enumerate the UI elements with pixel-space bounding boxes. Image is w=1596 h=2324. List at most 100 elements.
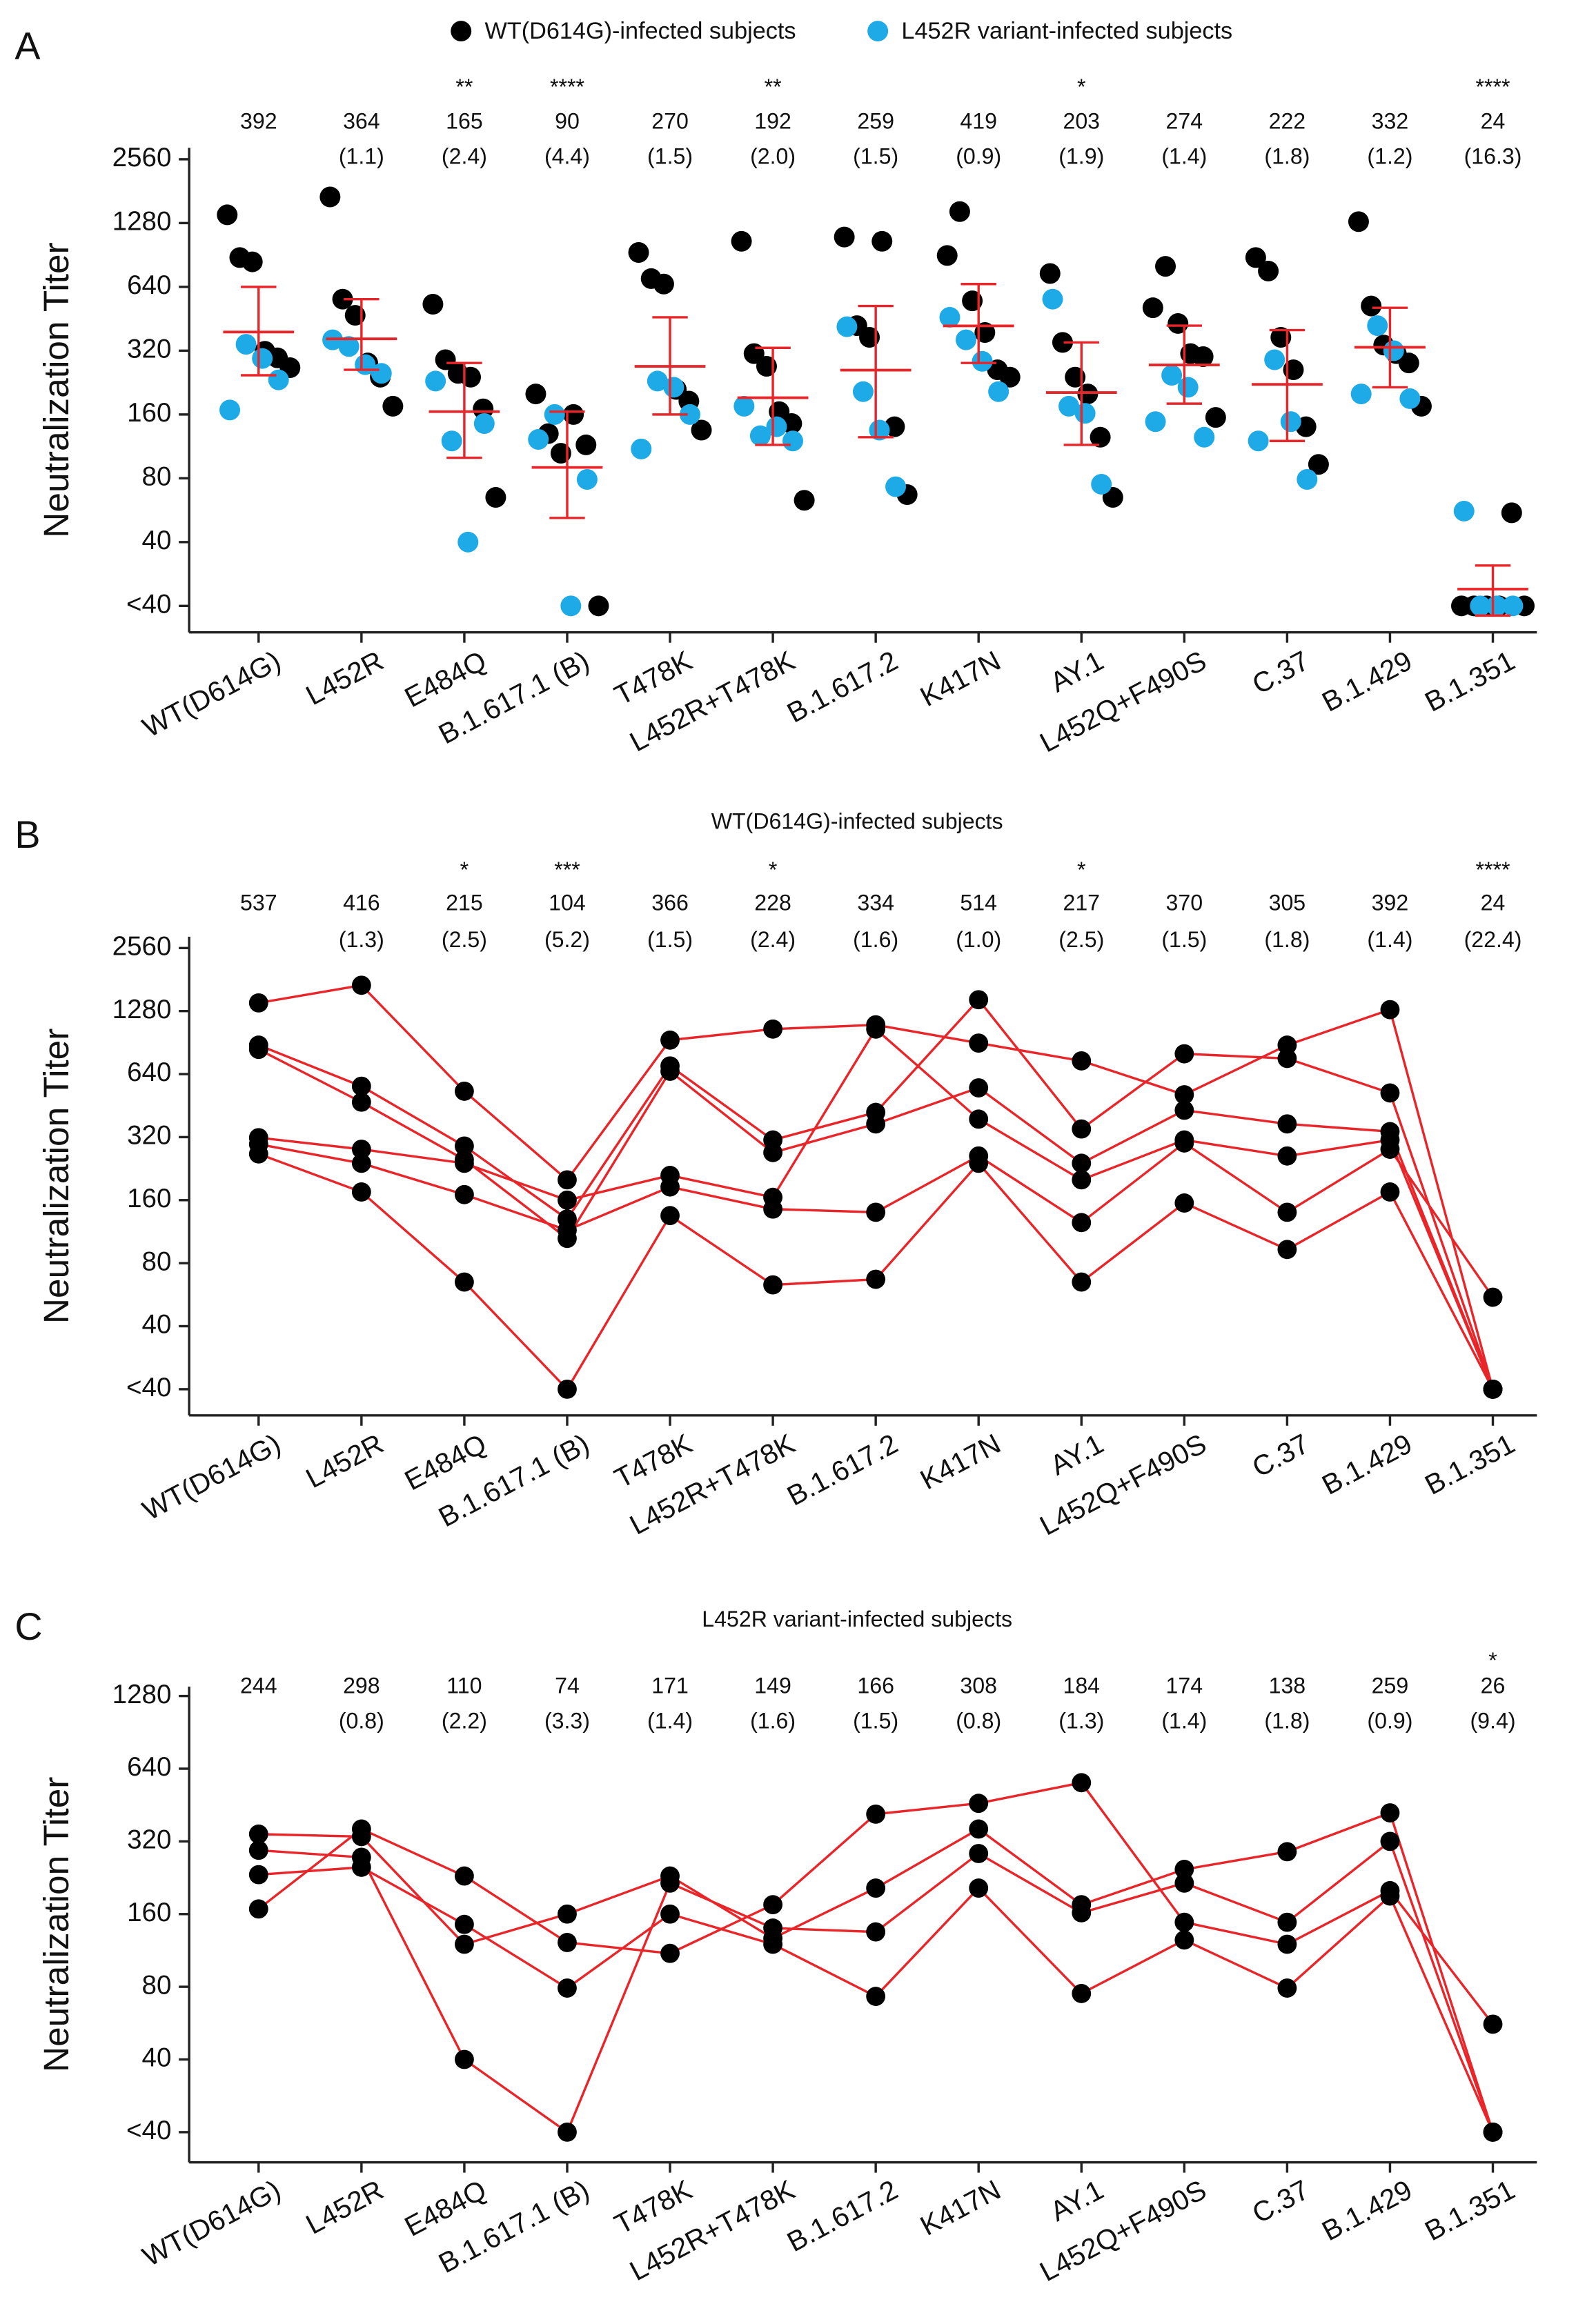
y-tick-label: <40 bbox=[126, 590, 171, 619]
mean-label: 392 bbox=[1372, 890, 1409, 915]
subject-point bbox=[558, 1933, 577, 1952]
y-tick-label: 160 bbox=[127, 1184, 171, 1213]
dot bbox=[1058, 395, 1080, 417]
subject-point bbox=[1380, 1140, 1400, 1159]
mean-label: 184 bbox=[1063, 1673, 1100, 1698]
subject-point bbox=[969, 1819, 989, 1839]
subject-point bbox=[1174, 1044, 1194, 1064]
dot bbox=[1399, 388, 1421, 409]
subject-point bbox=[454, 1081, 474, 1101]
subject-point bbox=[1174, 1912, 1194, 1932]
subject-point bbox=[1174, 1133, 1194, 1153]
subject-point bbox=[248, 1840, 268, 1860]
dot bbox=[1348, 211, 1369, 232]
subject-point bbox=[1072, 1051, 1092, 1071]
subject-point bbox=[454, 2049, 474, 2069]
y-tick-label: <40 bbox=[126, 1373, 171, 1402]
subject-point bbox=[763, 1918, 783, 1938]
x-tick-label: AY.1 bbox=[1045, 1427, 1108, 1481]
y-tick-label: 320 bbox=[127, 1825, 171, 1855]
dot bbox=[956, 329, 976, 350]
x-tick-label: B.1.429 bbox=[1317, 2174, 1417, 2247]
subject-point bbox=[1072, 1213, 1092, 1233]
dot bbox=[1052, 332, 1073, 353]
fold-label: (16.3) bbox=[1464, 144, 1522, 169]
y-axis-label: Neutralization Titer bbox=[36, 242, 76, 537]
subject-point bbox=[351, 1140, 371, 1159]
dot bbox=[1161, 365, 1183, 386]
subject-point bbox=[969, 1033, 989, 1053]
subject-point bbox=[454, 1914, 474, 1934]
y-tick-label: 40 bbox=[142, 1310, 172, 1340]
dot bbox=[871, 230, 893, 252]
panel-letter: C bbox=[14, 1605, 42, 1648]
x-tick-label: L452R bbox=[301, 2174, 388, 2241]
subject-point bbox=[866, 1269, 886, 1289]
mean-label: 514 bbox=[960, 890, 997, 915]
dot bbox=[1308, 454, 1329, 475]
mean-label: 259 bbox=[1372, 1673, 1409, 1698]
subject-point bbox=[1277, 1202, 1297, 1222]
subject-point bbox=[1483, 1379, 1503, 1399]
subject-point bbox=[763, 1895, 783, 1915]
significance-label: * bbox=[1488, 1648, 1497, 1673]
dot bbox=[1142, 297, 1163, 319]
mean-label: 166 bbox=[857, 1673, 894, 1698]
dot bbox=[1502, 595, 1524, 617]
subject-point bbox=[969, 1078, 989, 1098]
fold-label: (2.0) bbox=[750, 144, 796, 169]
dot bbox=[1280, 411, 1301, 433]
fold-label: (2.4) bbox=[442, 144, 487, 169]
mean-label: 110 bbox=[446, 1673, 482, 1698]
subject-point bbox=[1174, 1860, 1194, 1879]
dot bbox=[425, 370, 446, 392]
dot bbox=[319, 186, 341, 208]
fold-label: (1.4) bbox=[1161, 144, 1207, 169]
subject-point bbox=[660, 1904, 680, 1924]
dot bbox=[422, 294, 444, 315]
dot bbox=[949, 201, 970, 222]
dot bbox=[332, 288, 353, 310]
y-tick-label: 80 bbox=[142, 462, 172, 492]
subject-point bbox=[1483, 2122, 1503, 2142]
dot bbox=[679, 404, 700, 425]
subject-point bbox=[1072, 1272, 1092, 1292]
subject-point bbox=[248, 1899, 268, 1919]
dot bbox=[528, 429, 549, 450]
fold-label: (1.6) bbox=[853, 927, 898, 952]
subject-point bbox=[351, 1076, 371, 1096]
legend-label: WT(D614G)-infected subjects bbox=[484, 18, 796, 44]
x-tick-label: B.1.351 bbox=[1419, 644, 1519, 717]
legend-marker bbox=[867, 21, 889, 42]
mean-label: 244 bbox=[240, 1673, 277, 1698]
subject-point bbox=[351, 1827, 371, 1847]
subject-point bbox=[969, 990, 989, 1010]
subject-point bbox=[454, 1136, 474, 1156]
mean-label: 222 bbox=[1269, 108, 1306, 133]
chart-title: L452R variant-infected subjects bbox=[702, 1607, 1012, 1631]
dot bbox=[628, 242, 649, 263]
subject-point bbox=[969, 1878, 989, 1898]
subject-point bbox=[1072, 1153, 1092, 1173]
dot bbox=[1350, 384, 1372, 405]
dot bbox=[939, 306, 960, 328]
y-axis-label: Neutralization Titer bbox=[36, 1029, 76, 1324]
subject-point bbox=[454, 1272, 474, 1292]
subject-point bbox=[351, 975, 371, 995]
subject-point bbox=[1380, 1000, 1400, 1020]
subject-point bbox=[1380, 1831, 1400, 1851]
subject-point bbox=[866, 1922, 886, 1942]
y-axis-label: Neutralization Titer bbox=[36, 1777, 76, 2072]
dot bbox=[936, 245, 958, 266]
mean-label: 149 bbox=[754, 1673, 791, 1698]
dot bbox=[691, 419, 712, 441]
dot bbox=[1398, 352, 1419, 374]
subject-point bbox=[1277, 1049, 1297, 1069]
significance-label: * bbox=[1077, 75, 1086, 99]
x-tick-label: K417N bbox=[915, 644, 1005, 713]
subject-point bbox=[1072, 1984, 1092, 2003]
mean-label: 74 bbox=[555, 1673, 580, 1698]
dot bbox=[1264, 349, 1285, 370]
mean-label: 370 bbox=[1166, 890, 1203, 915]
dot bbox=[782, 430, 803, 452]
